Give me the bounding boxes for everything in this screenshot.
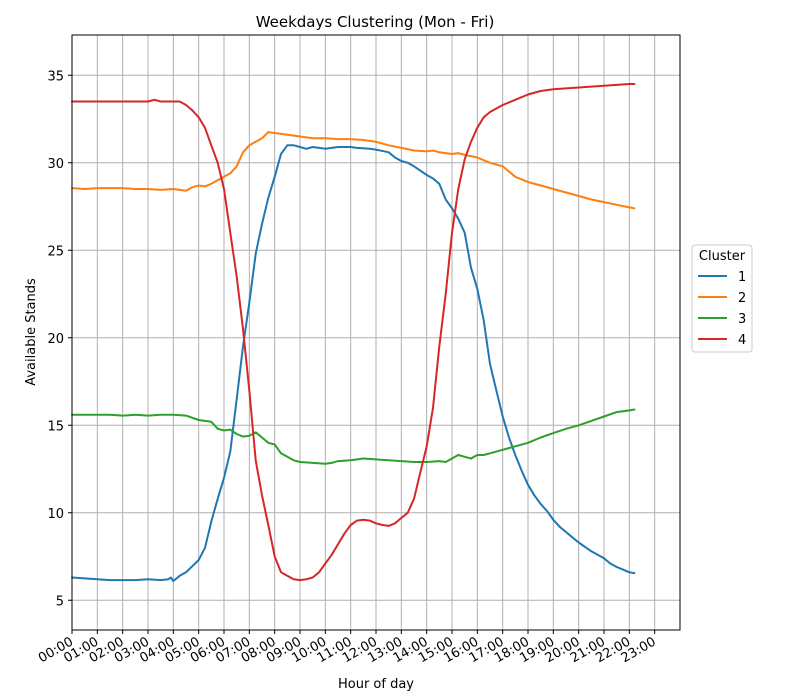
legend-label-3: 3 — [738, 312, 746, 327]
y-axis: 5 10 15 20 25 30 35 — [47, 69, 72, 609]
legend-title: Cluster — [699, 249, 746, 264]
series-line-1 — [71, 144, 636, 582]
y-tick-label: 10 — [47, 507, 64, 522]
x-axis: 00:0001:0002:0003:0004:0005:0006:0007:00… — [36, 630, 659, 666]
legend-label-4: 4 — [738, 333, 746, 348]
y-axis-title: Available Stands — [24, 278, 39, 386]
x-axis-title: Hour of day — [338, 677, 414, 692]
series-line-3 — [71, 408, 636, 465]
legend-label-1: 1 — [738, 270, 746, 285]
y-tick-label: 5 — [56, 594, 64, 609]
y-tick-label: 20 — [47, 332, 64, 347]
y-tick-label: 35 — [47, 69, 64, 84]
series-layer — [71, 83, 636, 582]
legend-label-2: 2 — [738, 291, 746, 306]
y-tick-label: 15 — [47, 419, 64, 434]
series-line-2 — [71, 131, 636, 210]
series-line-4 — [71, 83, 636, 582]
y-tick-label: 30 — [47, 157, 64, 172]
grid-layer — [71, 35, 680, 630]
legend: Cluster 1 2 3 4 — [691, 244, 753, 353]
y-tick-label: 25 — [47, 244, 64, 259]
legend-entries: 1 2 3 4 — [698, 270, 746, 348]
chart-title: Weekdays Clustering (Mon - Fri) — [256, 13, 495, 31]
legend-box — [691, 244, 753, 353]
